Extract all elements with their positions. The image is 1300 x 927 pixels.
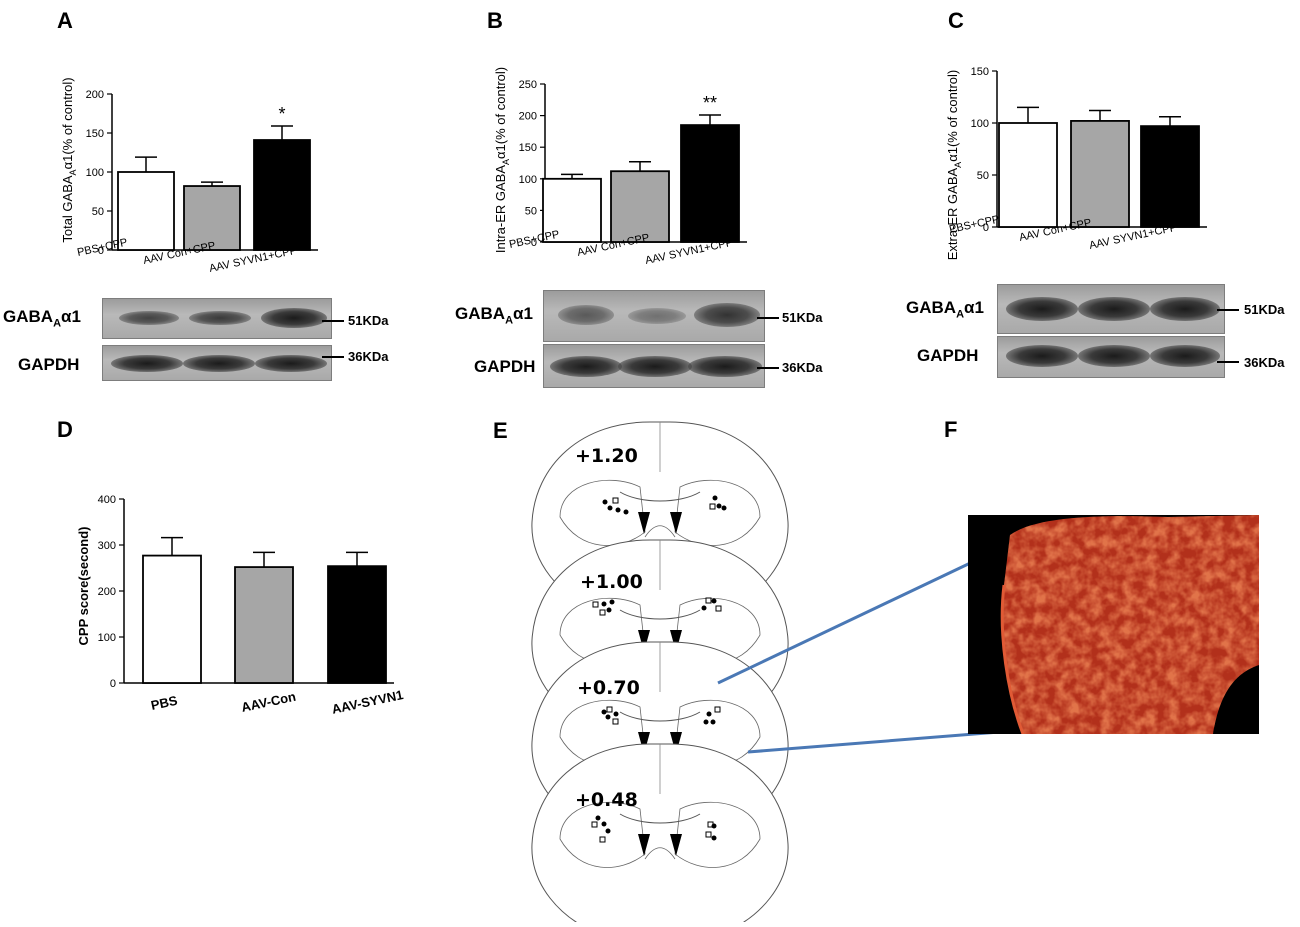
bar-a-3 [253, 139, 311, 251]
panel-letter-c: C [948, 8, 964, 33]
atlas-level-3: +0.70 [577, 677, 640, 699]
atlas-level-4: +0.48 [575, 789, 638, 811]
kda-target-c: 51KDa [1244, 302, 1285, 317]
bar-a-2 [183, 185, 241, 251]
blot-label-target-c: GABAAα1 [906, 298, 984, 321]
y-tick-label-d: 200 [98, 586, 116, 598]
kda-target-a: 51KDa [348, 313, 389, 328]
blot-strip-target-b [543, 290, 765, 342]
y-tick-label-c: 50 [977, 170, 989, 182]
blot-label-target-a: GABAAα1 [3, 307, 81, 330]
bar-a-1 [117, 171, 175, 251]
blot-label-gapdh-c: GAPDH [917, 346, 979, 365]
kda-control-c: 36KDa [1244, 355, 1285, 370]
blot-strip-target-c [997, 284, 1225, 334]
kda-control-a: 36KDa [348, 349, 389, 364]
panel-letter-f: F [944, 417, 958, 442]
blot-label-gapdh-a: GAPDH [18, 355, 80, 374]
panel-letter-b: B [487, 8, 503, 33]
y-tick-label-a: 50 [92, 206, 104, 218]
panel-letter-e: E [493, 418, 508, 443]
y-tick-label-b: 50 [525, 205, 537, 217]
atlas-section-1: +1.20 [531, 421, 789, 613]
y-tick-label-c: 0 [983, 222, 989, 234]
y-tick-label-a: 200 [86, 89, 104, 101]
atlas-section-4: +0.48 [531, 743, 789, 922]
x-tick-label-d: PBS [150, 693, 180, 713]
atlas-section-2: +1.00 [531, 539, 789, 731]
y-axis-label-a: Total GABAAα1(% of control) [60, 77, 78, 242]
bar-b-1 [542, 177, 602, 243]
y-tick-label-d: 400 [98, 494, 116, 506]
blot-label-target-b: GABAAα1 [455, 304, 533, 327]
bar-c-2 [1070, 120, 1130, 228]
atlas-level-1: +1.20 [575, 445, 638, 467]
y-axis-label-b: Intra-ER GABAAα1(% of control) [493, 67, 511, 253]
bar-b-2 [610, 170, 670, 243]
bar-d-1 [142, 554, 202, 684]
blot-strip-gapdh-b [543, 344, 765, 388]
blot-strip-gapdh-a [102, 345, 332, 381]
bar-d-2 [234, 566, 294, 684]
atlas-section-3: +0.70 [531, 641, 789, 833]
panel-letter-d: D [57, 417, 73, 442]
y-tick-label-a: 150 [86, 128, 104, 140]
blot-strip-gapdh-c [997, 336, 1225, 378]
y-tick-label-d: 100 [98, 632, 116, 644]
panel-letter-a: A [57, 8, 73, 33]
blot-strip-target-a [102, 298, 332, 339]
y-tick-label-b: 150 [519, 142, 537, 154]
bar-c-3 [1140, 125, 1200, 228]
brain-atlas-sections: +1.20 +1.00 +0.70 +0.48 [531, 421, 789, 922]
y-tick-label-b: 100 [519, 174, 537, 186]
y-tick-label-c: 100 [971, 118, 989, 130]
y-tick-label-a: 100 [86, 167, 104, 179]
y-tick-label-d: 300 [98, 540, 116, 552]
y-tick-label-d: 0 [110, 678, 116, 690]
bar-d-3 [327, 565, 387, 684]
y-tick-label-c: 150 [971, 66, 989, 78]
blot-label-gapdh-b: GAPDH [474, 357, 536, 376]
atlas-level-2: +1.00 [580, 571, 643, 593]
y-tick-label-b: 200 [519, 111, 537, 123]
kda-target-b: 51KDa [782, 310, 823, 325]
y-tick-label-a: 0 [98, 245, 104, 257]
y-tick-label-b: 0 [531, 237, 537, 249]
significance-mark-b: ** [703, 93, 717, 113]
significance-mark-a: * [278, 104, 285, 124]
fluorescence-micrograph [968, 515, 1259, 734]
bar-c-1 [998, 122, 1058, 228]
kda-control-b: 36KDa [782, 360, 823, 375]
bar-b-3 [680, 124, 740, 243]
y-axis-label-d: CPP score(second) [76, 527, 91, 646]
y-axis-label-c: Extra-ER GABAAα1(% of control) [945, 70, 963, 261]
y-tick-label-b: 250 [519, 79, 537, 91]
